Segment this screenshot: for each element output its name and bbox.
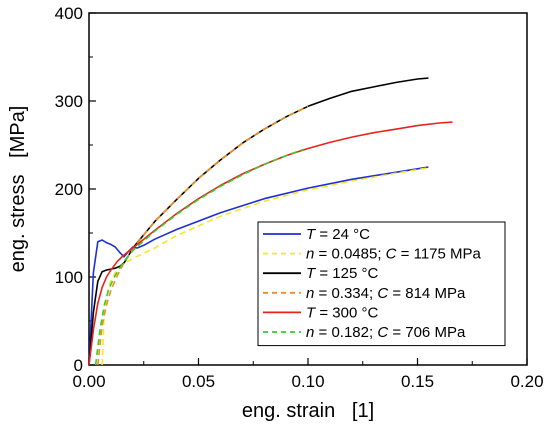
legend-label-part: n — [306, 285, 314, 302]
y-tick-label: 200 — [55, 180, 83, 199]
x-tick-label: 0.05 — [182, 372, 215, 391]
legend-label-part: = 814 MPa — [388, 285, 466, 302]
legend-label-part: = 24 °C — [315, 226, 370, 243]
legend-label-part: = 0.0485; — [314, 246, 385, 263]
x-tick-label: 0.10 — [291, 372, 324, 391]
y-tick-label: 100 — [55, 268, 83, 287]
axis-ticks: 0.00 0.05 0.10 0.15 0.20 0 100 200 300 400 — [55, 4, 544, 391]
y-axis-title: eng. stress [MPa] — [7, 106, 29, 273]
legend-label-part: C — [386, 246, 397, 263]
x-tick-label: 0.00 — [72, 372, 105, 391]
legend-label-part: C — [377, 285, 388, 302]
series-line-t24 — [88, 166, 429, 366]
legend-label-t24: T = 24 °C — [306, 226, 370, 243]
y-tick-label: 400 — [55, 4, 83, 23]
legend-label-part: n — [306, 246, 314, 263]
data-series — [88, 77, 453, 366]
legend-label-fit24: n = 0.0485; C = 1175 MPa — [306, 246, 482, 263]
legend-label-part: C — [377, 324, 388, 341]
legend-label-part: = 1175 MPa — [397, 246, 482, 263]
legend-label-part: = 300 °C — [315, 304, 378, 321]
legend-label-fit300: n = 0.182; C = 706 MPa — [306, 324, 466, 341]
x-axis-title: eng. strain [1] — [242, 400, 374, 422]
legend-label-part: T — [306, 226, 317, 243]
legend-label-part: = 0.334; — [314, 285, 377, 302]
legend-label-part: = 706 MPa — [388, 324, 466, 341]
series-line-fit300 — [94, 148, 304, 366]
legend-label-part: T — [306, 265, 317, 282]
y-tick-label: 300 — [55, 92, 83, 111]
legend-label-fit125: n = 0.334; C = 814 MPa — [306, 285, 466, 302]
legend-label-part: n — [306, 324, 314, 341]
legend-label-t125: T = 125 °C — [306, 265, 378, 282]
legend-label-part: = 125 °C — [315, 265, 378, 282]
legend-box — [257, 221, 506, 347]
x-tick-label: 0.15 — [401, 372, 434, 391]
legend-label-part: = 0.182; — [314, 324, 377, 341]
y-tick-label: 0 — [74, 356, 83, 375]
x-tick-label: 0.20 — [510, 372, 543, 391]
legend-label-part: T — [306, 304, 317, 321]
series-line-t300 — [88, 121, 453, 366]
legend-label-t300: T = 300 °C — [306, 304, 378, 321]
series-line-fit24 — [101, 167, 429, 366]
